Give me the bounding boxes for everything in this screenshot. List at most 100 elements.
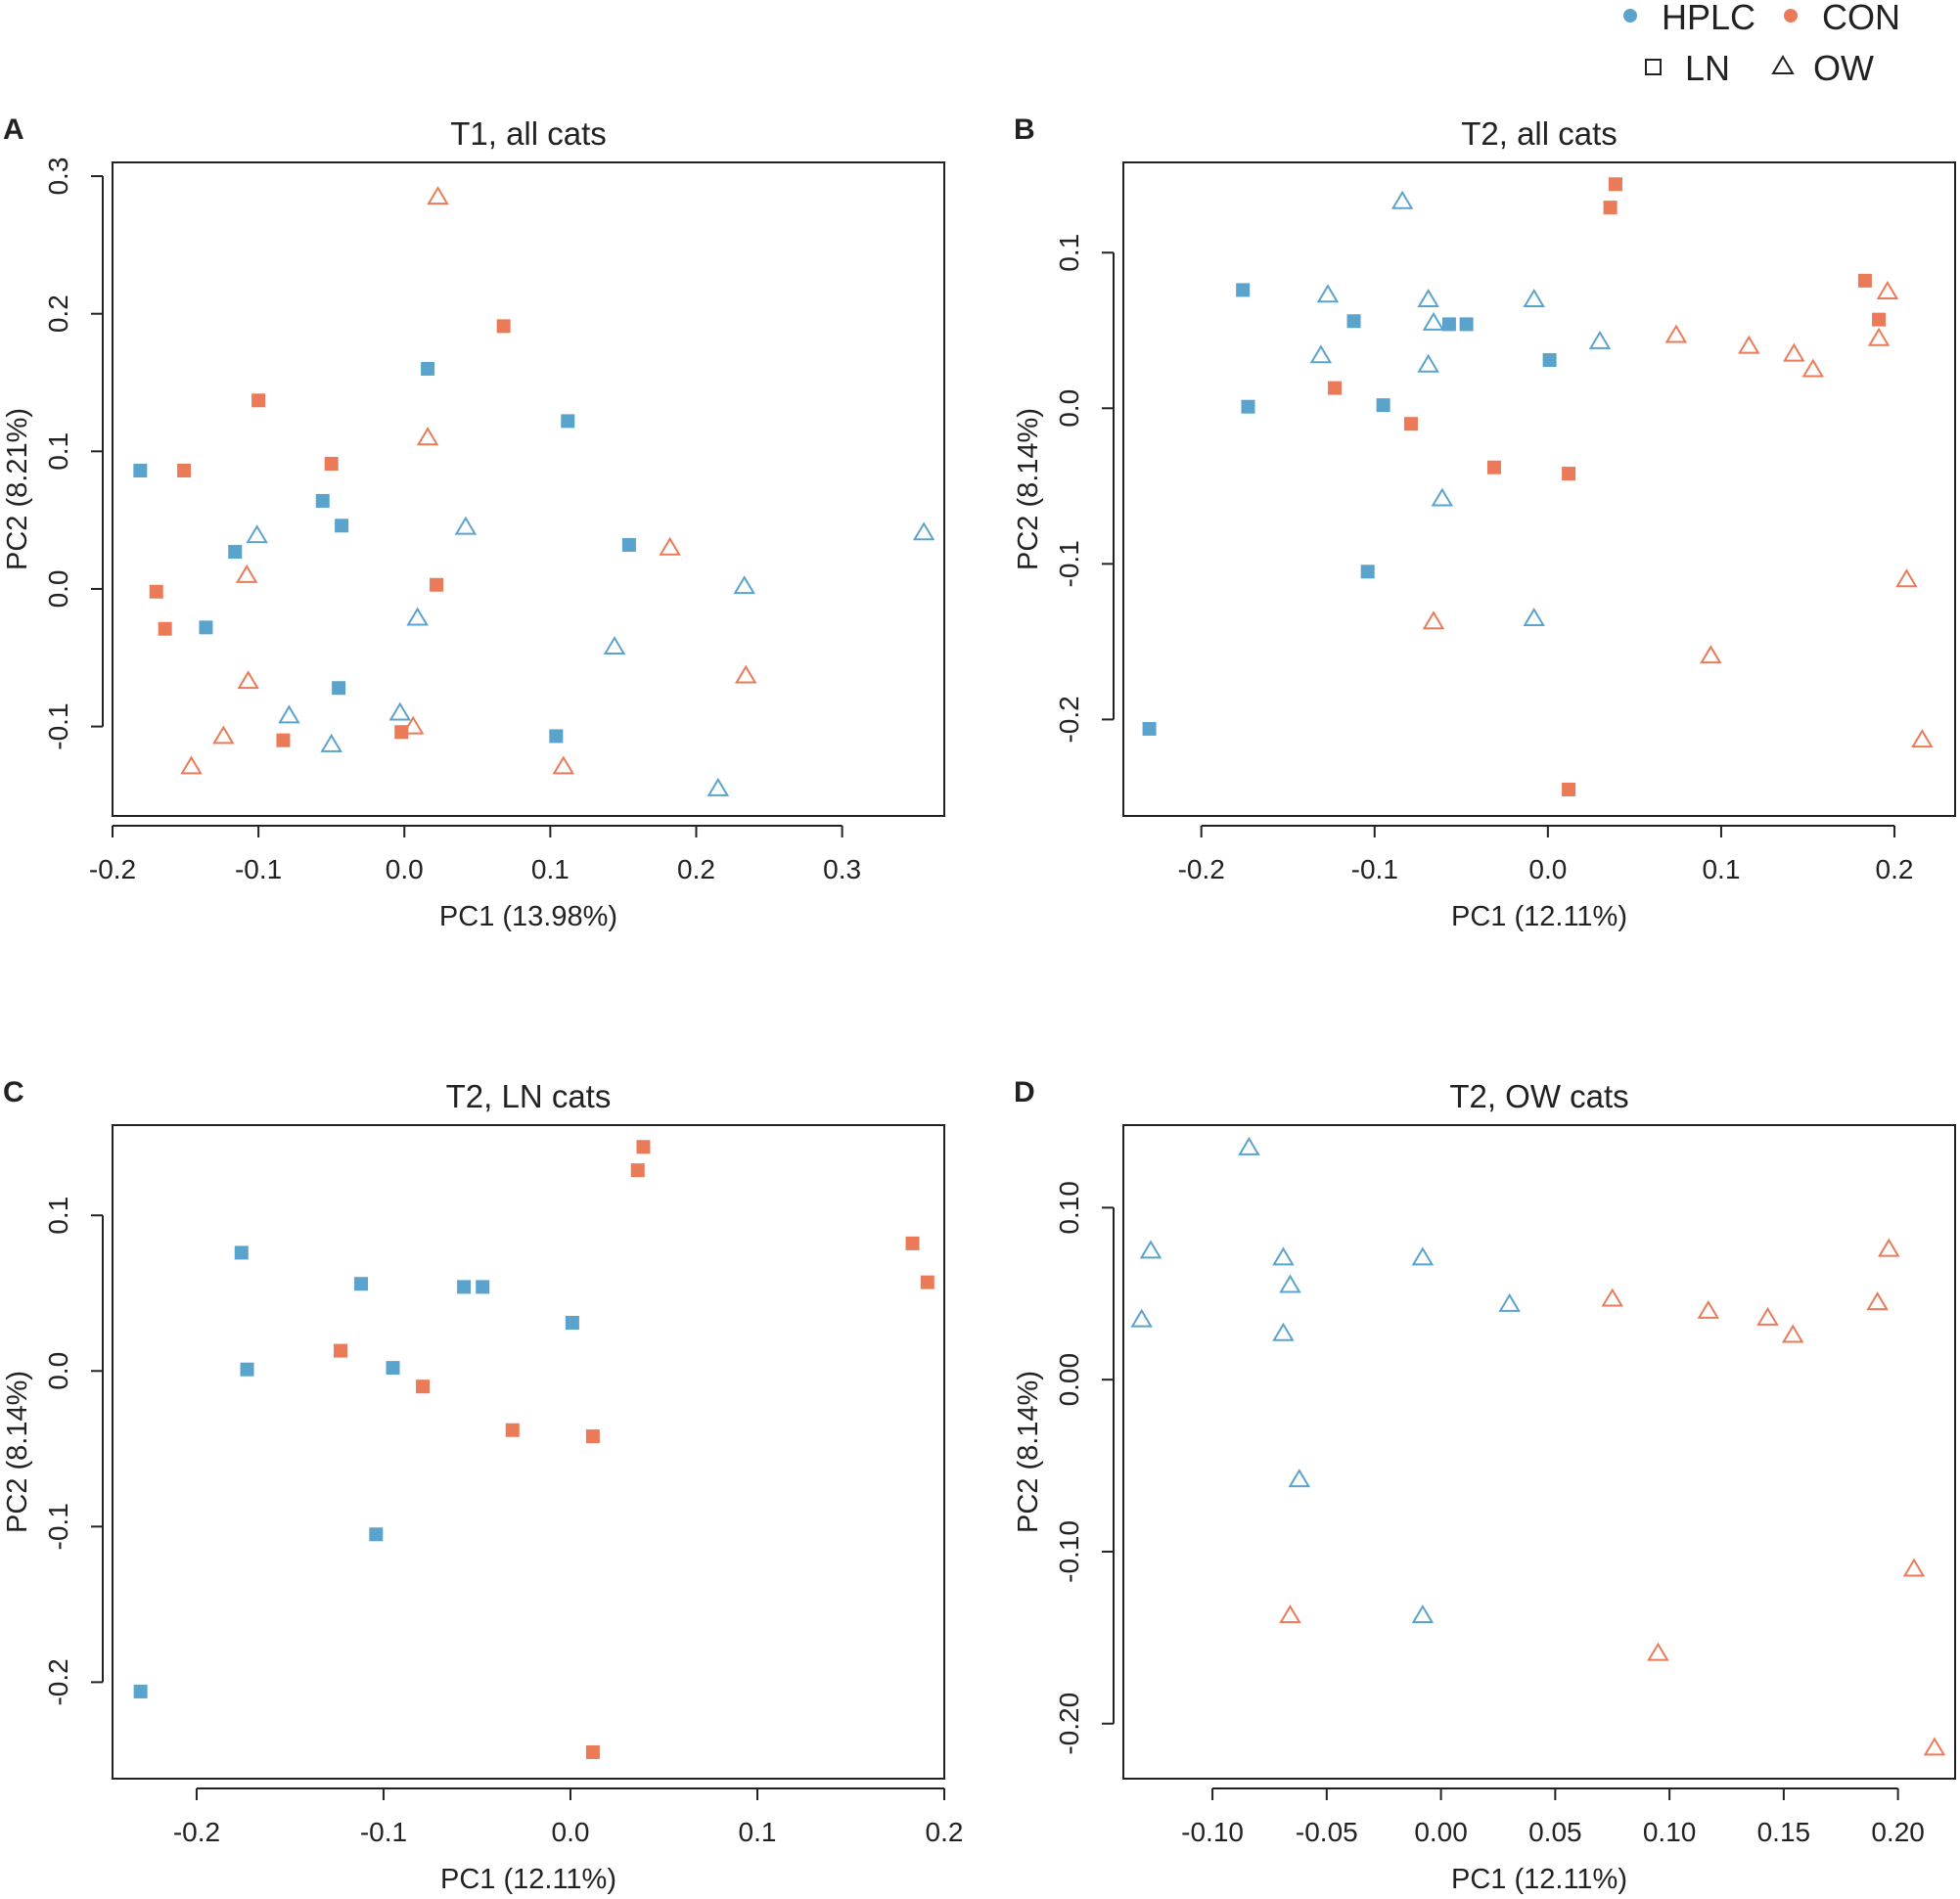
panel-a-point-hplc-ow: [912, 521, 935, 541]
panel-a: A T1, all cats -0.2 -0.1 0.0 0.1 0.2 0.3 PC1 (13…: [2, 113, 945, 932]
panel-a-point-con-ow: [237, 670, 259, 690]
panel-c-point-hplc-ln: [369, 1527, 384, 1542]
panel-d-point-con-ow: [1647, 1642, 1669, 1661]
panel-b-point-con-ln: [1608, 177, 1622, 192]
panel-a-letter: A: [3, 113, 24, 146]
panel-d-x-axis-label: PC1 (12.11%): [1451, 1864, 1627, 1895]
panel-d-y-tick-label: 0.10: [1054, 1181, 1084, 1235]
panel-c-point-con-ln: [505, 1423, 520, 1437]
panel-c-point-con-ln: [905, 1236, 920, 1250]
panel-b-point-hplc-ow: [1422, 311, 1445, 331]
panel-c-point-hplc-ln: [457, 1280, 472, 1294]
panel-a-point-hplc-ow: [707, 777, 730, 796]
legend-ow-label: OW: [1813, 48, 1874, 88]
panel-a-point-con-ow: [552, 755, 575, 775]
panel-a-point-con-ow: [416, 427, 439, 446]
panel-b-point-hplc-ln: [1542, 352, 1557, 367]
panel-d-frame: [1122, 1124, 1956, 1780]
panel-a-point-hplc-ln: [332, 681, 346, 696]
panel-c-point-hplc-ln: [133, 1684, 148, 1698]
panel-c-point-hplc-ln: [234, 1245, 249, 1260]
panel-d-point-con-ow: [1279, 1605, 1301, 1623]
panel-b-point-hplc-ow: [1316, 284, 1340, 303]
panel-b-y-tick-label: 0.0: [1054, 389, 1084, 428]
panel-b-x-axis-label: PC1 (12.11%): [1451, 901, 1627, 932]
panel-a-point-con-ow: [734, 664, 757, 684]
panel-a-point-con-ln: [324, 456, 339, 471]
panel-b-point-con-ln: [1486, 460, 1501, 475]
legend-hplc-label: HPLC: [1662, 0, 1755, 37]
panel-d-point-hplc-ow: [1411, 1605, 1435, 1623]
panel-b-point-con-ln: [1328, 381, 1343, 395]
panel-d-point-con-ow: [1902, 1558, 1926, 1577]
legend-ow-marker: [1771, 55, 1795, 74]
panel-b-point-con-ow: [1911, 729, 1934, 748]
panel-b-point-hplc-ln: [1360, 565, 1375, 579]
panel-d-y-tick-label: 0.00: [1054, 1353, 1084, 1407]
panel-c-point-con-ln: [585, 1744, 600, 1759]
panel-a-point-hplc-ln: [335, 519, 349, 533]
panel-c-x-tick-label: -0.1: [360, 1817, 407, 1847]
panel-b-y-tick-label: -0.1: [1054, 540, 1084, 587]
panel-a-point-hplc-ln: [133, 464, 148, 478]
panel-d-point-con-ow: [1601, 1288, 1623, 1307]
panel-b-point-hplc-ow: [1431, 487, 1454, 507]
panel-d-point-hplc-ow: [1130, 1308, 1153, 1328]
panel-d-letter: D: [1014, 1076, 1035, 1108]
panel-b-point-con-ln: [1403, 417, 1418, 431]
panel-b-y-tick-label: 0.1: [1054, 234, 1084, 272]
panel-b-point-hplc-ln: [1459, 317, 1474, 332]
panel-c-x-axis-label: PC1 (12.11%): [440, 1864, 616, 1895]
panel-a-point-hplc-ln: [199, 620, 213, 635]
panel-b-point-con-ln: [1562, 467, 1576, 481]
panel-a-point-hplc-ow: [388, 701, 412, 721]
panel-c-x-tick-label: -0.2: [173, 1817, 220, 1847]
panel-a-point-con-ow: [235, 564, 258, 583]
panel-b-point-con-ow: [1738, 335, 1760, 354]
panel-b-x-tick-label: 0.0: [1528, 854, 1567, 884]
panel-a-y-tick-label: 0.0: [43, 569, 73, 608]
panel-a-y-tick-label: -0.1: [43, 702, 73, 749]
panel-a-x-tick-label: -0.1: [235, 854, 282, 884]
panel-a-point-hplc-ow: [406, 607, 429, 626]
panel-a-x-tick-label: 0.1: [531, 854, 570, 884]
panel-b-point-con-ow: [1867, 327, 1891, 346]
panel-a-point-con-ow: [659, 536, 681, 556]
panel-a-point-con-ow: [212, 725, 235, 745]
panel-c-frame: [112, 1124, 945, 1780]
panel-a-point-con-ow: [427, 186, 449, 205]
panel-b-point-hplc-ow: [1390, 190, 1414, 209]
panel-b-point-hplc-ln: [1142, 721, 1157, 736]
panel-d-point-hplc-ow: [1238, 1136, 1260, 1155]
panel-a-title: T1, all cats: [450, 115, 607, 152]
panel-a-point-hplc-ow: [320, 733, 342, 752]
panel-b-point-hplc-ln: [1241, 399, 1255, 414]
panel-d-point-hplc-ow: [1279, 1274, 1301, 1293]
panel-a-point-con-ln: [177, 464, 192, 478]
panel-b-point-con-ow: [1783, 342, 1805, 362]
panel-c-point-hplc-ln: [476, 1280, 490, 1294]
legend-hplc-marker: [1623, 9, 1637, 23]
panel-c-title: T2, LN cats: [446, 1078, 612, 1114]
panel-b-point-con-ow: [1895, 568, 1918, 588]
panel-a-point-hplc-ow: [603, 636, 626, 656]
panel-d-point-con-ow: [1697, 1299, 1720, 1319]
panel-d-x-tick-label: 0.15: [1757, 1817, 1811, 1847]
panel-a-point-hplc-ow: [454, 516, 478, 535]
panel-a-point-con-ln: [496, 319, 511, 334]
panel-c: C T2, LN cats -0.2 -0.1 0.0 0.1 0.2 PC1 (12.11%…: [2, 1076, 963, 1895]
panel-a-point-con-ln: [251, 393, 266, 408]
panel-c-point-con-ln: [636, 1140, 651, 1154]
panel-c-x-tick-label: 0.2: [926, 1817, 964, 1847]
panel-a-x-axis-label: PC1 (13.98%): [439, 901, 617, 932]
panel-b-y-tick-label: -0.2: [1054, 696, 1084, 743]
panel-d-y-tick-label: -0.20: [1054, 1693, 1084, 1755]
panel-a-x-tick-label: 0.2: [677, 854, 715, 884]
panel-c-point-con-ln: [416, 1379, 431, 1394]
panel-a-point-hplc-ow: [278, 704, 300, 724]
panel-b-point-hplc-ow: [1309, 344, 1333, 364]
panel-d-x-tick-label: 0.00: [1414, 1817, 1468, 1847]
panel-a-point-con-ln: [276, 733, 291, 747]
panel-a-frame: [112, 161, 945, 817]
